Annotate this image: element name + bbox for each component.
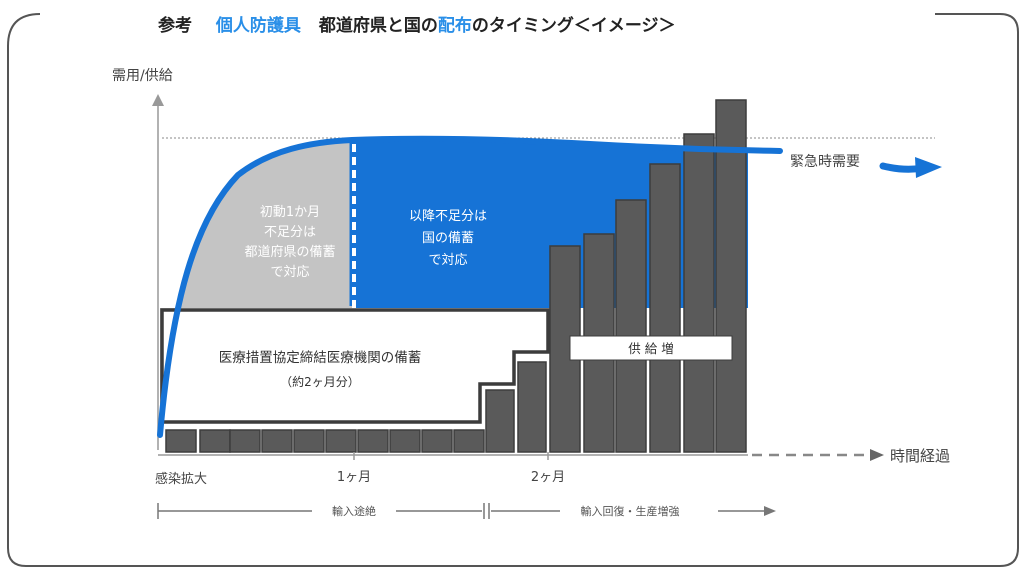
base-bar <box>293 429 325 453</box>
timeline-phase1-label: 輸入途絶 <box>332 504 376 518</box>
base-supply-bars <box>165 429 485 453</box>
title-prefix: 参考 <box>158 15 192 36</box>
prefecture-label-line: で対応 <box>270 265 309 280</box>
supply-increase-label: 供 給 増 <box>628 341 673 356</box>
rising-supply-bars <box>485 99 747 453</box>
title-highlight: 配布 <box>438 15 472 36</box>
base-bar <box>453 429 485 453</box>
outer-frame <box>7 13 1019 567</box>
supply-bar <box>485 389 515 453</box>
demand-curve-label: 緊急時需要 <box>790 154 860 170</box>
timeline-phase2-label: 輸入回復・生産増強 <box>581 504 680 518</box>
title-part2: のタイミング＜イメージ＞ <box>472 15 676 36</box>
national-label-line: 以降不足分は <box>409 209 487 224</box>
x-axis-arrow <box>870 449 884 461</box>
tick-label-1month: 1ヶ月 <box>337 470 371 485</box>
timeline-arrow <box>764 506 776 516</box>
supply-bar <box>517 361 547 453</box>
supply-bar <box>615 199 647 453</box>
x-axis-label: 時間経過 <box>890 447 950 465</box>
tick-label-2month: 2ヶ月 <box>531 470 565 485</box>
title-topic: 個人防護具 <box>215 15 301 36</box>
base-bar <box>261 429 293 453</box>
emergency-demand-curve <box>157 135 783 438</box>
y-axis-label: 需用/供給 <box>112 68 173 84</box>
base-bar <box>325 429 357 453</box>
facility-stock-box <box>160 308 550 424</box>
prefecture-stock-area <box>160 140 352 435</box>
stock-box-label: 医療措置協定締結医療機関の備蓄 <box>219 349 422 366</box>
prefecture-region-label: 初動1か月 不足分は 都道府県の備蓄 で対応 <box>244 205 335 280</box>
supply-increase-box <box>569 335 733 361</box>
supply-bar <box>649 163 681 453</box>
supply-bar <box>715 99 747 453</box>
base-bar <box>357 429 389 453</box>
base-bar <box>165 429 197 453</box>
demand-trend-arrowhead <box>915 157 942 178</box>
supply-bar <box>683 133 715 453</box>
stock-box-sublabel: （約2ヶ月分） <box>280 374 360 389</box>
base-bar <box>389 429 421 453</box>
tick-label-start: 感染拡大 <box>155 471 207 487</box>
base-bar <box>421 429 453 453</box>
national-label-line: 国の備蓄 <box>422 230 474 246</box>
title-part1: 都道府県と国の <box>318 15 438 36</box>
national-region-label: 以降不足分は 国の備蓄 で対応 <box>409 209 487 268</box>
prefecture-label-line: 都道府県の備蓄 <box>244 244 335 260</box>
prefecture-label-line: 不足分は <box>264 225 316 240</box>
base-bar <box>199 429 231 453</box>
y-axis-arrow <box>152 94 164 106</box>
national-label-line: で対応 <box>428 253 467 268</box>
page-title: 参考 個人防護具 都道府県と国の配布のタイミング＜イメージ＞ <box>158 15 676 36</box>
timeline: 輸入途絶 輸入回復・生産増強 <box>157 503 776 519</box>
base-bar <box>229 429 261 453</box>
prefecture-label-line: 初動1か月 <box>260 205 320 220</box>
